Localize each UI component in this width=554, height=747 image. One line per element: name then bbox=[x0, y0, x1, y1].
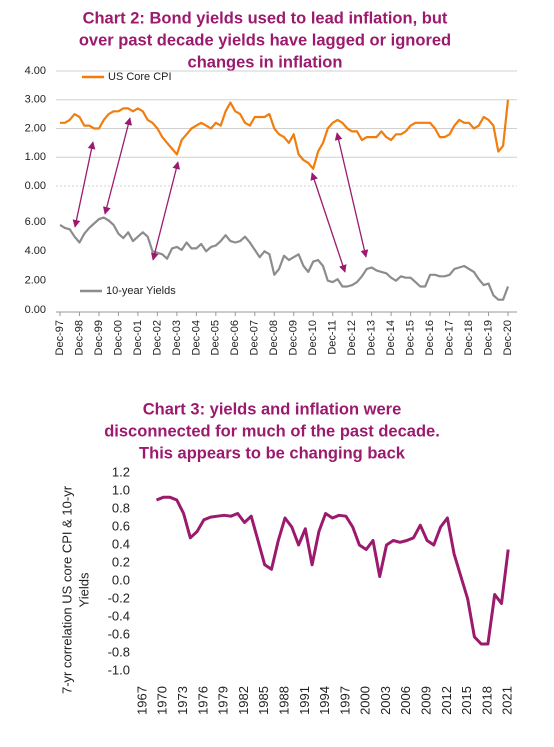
arrows bbox=[72, 117, 369, 273]
x-tick-label: Dec-10 bbox=[307, 320, 319, 355]
y-tick-label: 0.8 bbox=[112, 500, 130, 515]
x-tick-label: 2015 bbox=[459, 686, 474, 715]
y-axis-label: Yields bbox=[76, 572, 91, 607]
x-tick-label: 2012 bbox=[439, 686, 454, 715]
y-tick-label: 4.00 bbox=[25, 65, 46, 77]
chart-title: Chart 2: Bond yields used to lead inflat… bbox=[83, 9, 448, 27]
arrow bbox=[102, 117, 133, 215]
x-tick-label: 1976 bbox=[195, 686, 210, 715]
y-tick-label: -1.0 bbox=[108, 662, 130, 677]
x-tick-label: Dec-19 bbox=[482, 320, 494, 355]
x-tick-label: Dec-14 bbox=[385, 320, 397, 355]
chart-title: over past decade yields have lagged or i… bbox=[79, 31, 451, 49]
x-tick-label: 1991 bbox=[297, 686, 312, 715]
x-tick-label: 1994 bbox=[317, 686, 332, 715]
y2-tick-label: 0.00 bbox=[25, 304, 46, 316]
x-tick-label: 2021 bbox=[500, 686, 515, 715]
line bbox=[59, 216, 510, 301]
x-tick-label: Dec-17 bbox=[443, 320, 455, 355]
x-tick-label: Dec-05 bbox=[210, 320, 222, 355]
x-tick-label: Dec-13 bbox=[366, 320, 378, 355]
x-tick-label: 1988 bbox=[276, 686, 291, 715]
x-tick-label: Dec-06 bbox=[229, 320, 241, 355]
y2-tick-label: 6.00 bbox=[25, 216, 46, 228]
x-tick-label: Dec-15 bbox=[405, 320, 417, 355]
x-tick-label: 1970 bbox=[155, 686, 170, 715]
y-tick-label: 3.00 bbox=[25, 94, 46, 106]
x-tick-label: Dec-04 bbox=[190, 320, 202, 355]
y-tick-label: -0.4 bbox=[108, 608, 130, 623]
y-tick-label: 1.00 bbox=[25, 151, 46, 163]
x-tick-label: Dec-11 bbox=[327, 320, 339, 355]
y-tick-label: 0.0 bbox=[112, 572, 130, 587]
x-tick-label: Dec-99 bbox=[93, 320, 105, 355]
chart-title: This appears to be changing back bbox=[139, 444, 406, 462]
y-tick-label: -0.6 bbox=[108, 626, 130, 641]
line bbox=[155, 495, 510, 646]
x-tick-label: Dec-20 bbox=[502, 320, 514, 355]
x-tick-label: 2009 bbox=[419, 686, 434, 715]
x-tick-label: Dec-98 bbox=[73, 320, 85, 355]
y-tick-label: -0.8 bbox=[108, 644, 130, 659]
y-tick-label: 0.00 bbox=[25, 180, 46, 192]
y-tick-label: 0.2 bbox=[112, 554, 130, 569]
chart-title: Chart 3: yields and inflation were bbox=[143, 400, 402, 418]
arrow bbox=[334, 132, 369, 258]
x-tick-label: Dec-97 bbox=[54, 320, 66, 355]
x-tick-label: Dec-07 bbox=[249, 320, 261, 355]
x-tick-label: Dec-01 bbox=[132, 320, 144, 355]
x-tick-label: Dec-12 bbox=[346, 320, 358, 355]
arrow bbox=[310, 172, 347, 273]
x-tick-label: 1973 bbox=[175, 686, 190, 715]
x-tick-label: Dec-09 bbox=[288, 320, 300, 355]
x-tick-label: Dec-03 bbox=[171, 320, 183, 355]
x-tick-label: Dec-16 bbox=[424, 320, 436, 355]
line bbox=[60, 99, 510, 170]
x-tick-label: 1982 bbox=[236, 686, 251, 715]
x-tick-label: Dec-18 bbox=[463, 320, 475, 355]
x-tick-label: 1985 bbox=[256, 686, 271, 715]
y-tick-label: 1.0 bbox=[112, 482, 130, 497]
y-tick-label: 2.00 bbox=[25, 122, 46, 134]
y-tick-label: -0.2 bbox=[108, 590, 130, 605]
y2-tick-label: 4.00 bbox=[25, 245, 46, 257]
x-tick-label: 2018 bbox=[479, 686, 494, 715]
x-tick-label: Dec-02 bbox=[151, 320, 163, 355]
arrow bbox=[72, 141, 96, 228]
y-tick-label: 1.2 bbox=[112, 464, 130, 479]
x-tick-label: 2003 bbox=[378, 686, 393, 715]
x-tick-label: Dec-00 bbox=[112, 320, 124, 355]
arrow bbox=[150, 161, 181, 261]
x-tick-label: 2006 bbox=[398, 686, 413, 715]
x-tick-label: 1997 bbox=[337, 686, 352, 715]
chart-title: disconnected for much of the past decade… bbox=[104, 422, 440, 440]
y-tick-label: 0.6 bbox=[112, 518, 130, 533]
legend-label: 10-year Yields bbox=[106, 285, 176, 297]
x-tick-label: 2000 bbox=[358, 686, 373, 715]
y-axis-label: 7-yr correlation US core CPI & 10-yr bbox=[59, 485, 74, 694]
legend-label: US Core CPI bbox=[108, 71, 172, 83]
x-tick-label: Dec-08 bbox=[268, 320, 280, 355]
x-tick-label: 1967 bbox=[134, 686, 149, 715]
chart-title: changes in inflation bbox=[188, 53, 343, 71]
y-tick-label: 0.4 bbox=[112, 536, 130, 551]
y2-tick-label: 2.00 bbox=[25, 275, 46, 287]
x-tick-label: 1979 bbox=[216, 686, 231, 715]
